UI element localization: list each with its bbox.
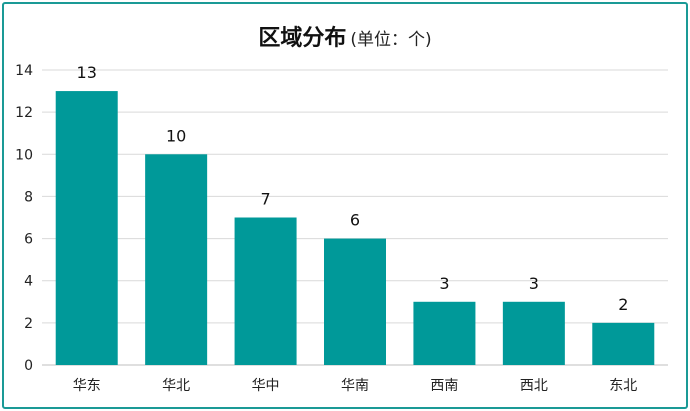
y-tick-label: 8 (24, 189, 33, 205)
bar (234, 217, 297, 365)
data-labels: 13 10 7 6 3 3 2 (77, 63, 629, 314)
data-label: 13 (77, 63, 97, 82)
y-tick-label: 10 (15, 147, 33, 163)
data-label: 10 (166, 126, 186, 145)
x-category-label: 西南 (430, 378, 458, 394)
bars (55, 91, 655, 366)
bar (145, 154, 208, 365)
bar (502, 301, 565, 365)
y-tick-label: 0 (24, 358, 33, 374)
x-axis-categories: 华东 华北 华中 华南 西南 西北 东北 (73, 378, 638, 394)
y-tick-label: 4 (24, 274, 33, 290)
data-label: 3 (529, 274, 539, 293)
bar (324, 238, 386, 365)
y-tick-label: 12 (15, 105, 33, 121)
x-category-label: 西北 (520, 378, 548, 394)
y-axis-ticks: 0 2 4 6 8 10 12 14 (15, 63, 33, 374)
data-label: 2 (618, 295, 628, 314)
x-category-label: 华北 (162, 378, 190, 394)
x-category-label: 华中 (252, 378, 280, 394)
data-label: 3 (439, 274, 449, 293)
chart-title-unit: (单位：个) (350, 30, 432, 50)
chart-title: 区域分布 (单位：个) (0, 20, 690, 52)
data-label: 6 (350, 211, 360, 230)
chart-title-main: 区域分布 (258, 26, 347, 51)
bar (413, 301, 476, 365)
y-tick-label: 6 (24, 232, 33, 248)
bar (55, 91, 118, 366)
y-tick-label: 2 (24, 316, 33, 332)
x-category-label: 华南 (341, 378, 369, 394)
x-category-label: 东北 (609, 378, 637, 394)
y-tick-label: 14 (15, 63, 33, 79)
data-label: 7 (260, 190, 270, 209)
bar (592, 322, 655, 365)
x-category-label: 华东 (73, 378, 101, 394)
